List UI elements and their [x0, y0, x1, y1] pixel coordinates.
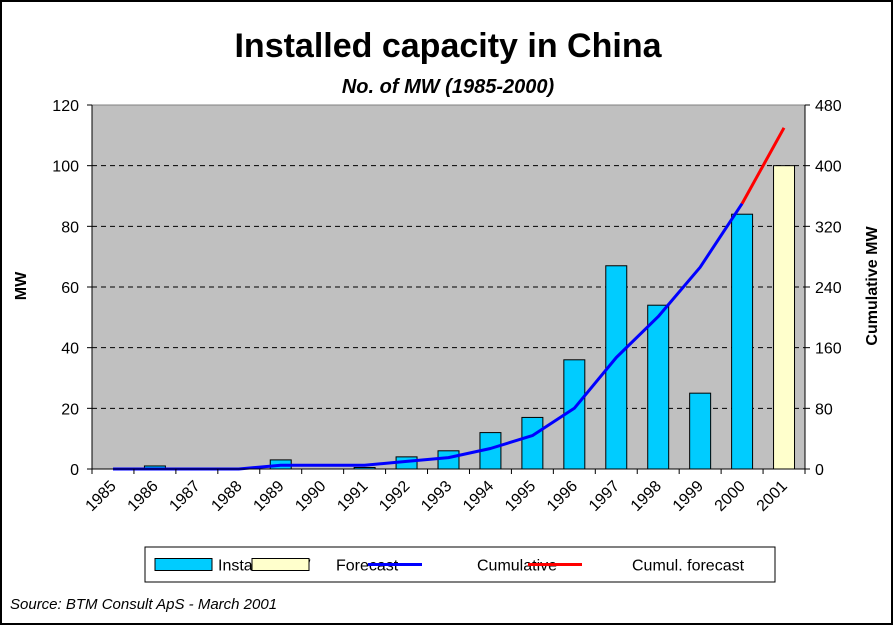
gridlines [92, 165, 805, 409]
legend-swatch [154, 558, 213, 571]
x-tick-label: 1997 [586, 478, 623, 515]
x-tick-label: 1995 [502, 478, 539, 515]
legend-box [144, 546, 776, 583]
forecast-bar [773, 165, 796, 470]
installed-bar [689, 392, 712, 470]
y2-tick-label: 240 [815, 280, 842, 297]
installed-bar [731, 213, 754, 470]
legend-swatch [251, 558, 310, 571]
x-tick-label: 1988 [208, 478, 245, 515]
x-tick-label: 1989 [250, 478, 287, 515]
installed-bar [437, 450, 460, 470]
y2-tick-label: 160 [815, 341, 842, 358]
chart-subtitle: No. of MW (1985-2000) [342, 76, 555, 98]
x-tick-label: 1987 [166, 478, 203, 515]
y2-tick-label: 480 [815, 98, 842, 115]
bars [143, 165, 796, 470]
y-tick-label: 80 [61, 219, 79, 236]
legend-label: Cumul. forecast [632, 558, 745, 575]
legend-label: Cumulative [477, 558, 557, 575]
chart-title: Installed capacity in China [234, 27, 662, 65]
y-tick-label: 40 [61, 341, 79, 358]
x-tick-label: 1993 [418, 478, 455, 515]
x-tick-label: 1999 [670, 478, 707, 515]
y2-tick-label: 0 [815, 462, 824, 479]
y-axis-label: MW [13, 271, 30, 300]
x-tick-label: 2000 [712, 478, 749, 515]
x-tick-label: 2001 [754, 478, 791, 515]
y-tick-label: 20 [61, 401, 79, 418]
x-tick-label: 1998 [628, 478, 665, 515]
x-tick-label: 1991 [334, 478, 371, 515]
x-axis-ticks: 1985 1986 1987 1988 1989 1990 1991 1992 1993 1994… [83, 469, 806, 515]
source-note: Source: BTM Consult ApS - March 2001 [10, 596, 277, 613]
legend: Installed MWForecastCumulativeCumul. for… [144, 546, 776, 583]
y2-axis-label: Cumulative MW [864, 226, 881, 346]
y-tick-label: 100 [52, 159, 79, 176]
y2-tick-label: 320 [815, 219, 842, 236]
cumulative-forecast-line [740, 127, 786, 205]
x-tick-label: 1990 [292, 478, 329, 515]
y2-axis-ticks: 0 80 160 240 320 400 480 [805, 98, 842, 479]
y-tick-label: 0 [70, 462, 79, 479]
installed-bar [521, 416, 544, 470]
installed-bar [647, 304, 670, 470]
y-tick-label: 60 [61, 280, 79, 297]
y2-tick-label: 80 [815, 401, 833, 418]
x-tick-label: 1986 [125, 478, 162, 515]
legend-label: Forecast [336, 558, 399, 575]
x-tick-label: 1996 [544, 478, 581, 515]
y-tick-label: 120 [52, 98, 79, 115]
x-tick-label: 1992 [376, 478, 413, 515]
x-tick-label: 1985 [83, 478, 120, 515]
y-axis-ticks: 0 20 40 60 80 100 120 [52, 98, 92, 479]
y2-tick-label: 400 [815, 159, 842, 176]
x-tick-label: 1994 [460, 478, 497, 515]
